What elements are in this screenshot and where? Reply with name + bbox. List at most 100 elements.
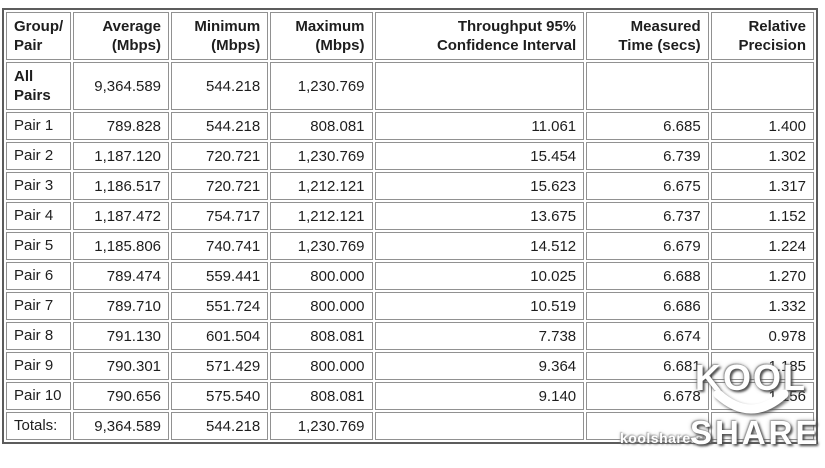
cell-pair-5-relative-precision: 1.224: [710, 232, 814, 260]
cell-pair-8-maximum-mbps: 808.081: [270, 322, 373, 350]
cell-pair-2-relative-precision: 1.302: [710, 142, 814, 170]
cell-pair-10-measured-time-secs: 6.678: [586, 382, 709, 410]
cell-pair-4-average-mbps: 1,187.472: [72, 202, 170, 230]
column-header-minimum-mbps: Minimum (Mbps): [171, 12, 269, 60]
cell-pair-6-measured-time-secs: 6.688: [586, 262, 709, 290]
cell-pair-10-average-mbps: 790.656: [72, 382, 170, 410]
table-row-pair-3: Pair 3 1,186.517 720.721 1,212.121 15.623 6.6…: [6, 172, 814, 200]
cell-pair-2-maximum-mbps: 1,230.769: [270, 142, 373, 170]
cell-pair-9-relative-precision: 1.185: [710, 352, 814, 380]
cell-pair-1-measured-time-secs: 6.685: [586, 112, 709, 140]
cell-pair-2-minimum-mbps: 720.721: [171, 142, 269, 170]
cell-pair-7-average-mbps: 789.710: [72, 292, 170, 320]
cell-pair-5-maximum-mbps: 1,230.769: [270, 232, 373, 260]
cell-pair-4-relative-precision: 1.152: [710, 202, 814, 230]
cell-pair-2-measured-time-secs: 6.739: [586, 142, 709, 170]
column-header-group-pair: Group/ Pair: [6, 12, 71, 60]
cell-all-pairs-average-mbps: 9,364.589: [72, 62, 170, 110]
table-row-pair-8: Pair 8 791.130 601.504 808.081 7.738 6.674 0.9…: [6, 322, 814, 350]
row-label-pair-2: Pair 2: [6, 142, 71, 170]
column-header-relative-precision: Relative Precision: [710, 12, 814, 60]
cell-pair-6-average-mbps: 789.474: [72, 262, 170, 290]
cell-pair-6-minimum-mbps: 559.441: [171, 262, 269, 290]
cell-pair-7-maximum-mbps: 800.000: [270, 292, 373, 320]
row-label-pair-8: Pair 8: [6, 322, 71, 350]
table-row-pair-6: Pair 6 789.474 559.441 800.000 10.025 6.688 1.…: [6, 262, 814, 290]
cell-totals-average-mbps: 9,364.589: [72, 412, 170, 440]
cell-pair-7-relative-precision: 1.332: [710, 292, 814, 320]
row-label-pair-6: Pair 6: [6, 262, 71, 290]
row-label-pair-7: Pair 7: [6, 292, 71, 320]
column-header-throughput-95-confidence-interval: Throughput 95% Confidence Interval: [374, 12, 585, 60]
table-row-pair-7: Pair 7 789.710 551.724 800.000 10.519 6.686 1.…: [6, 292, 814, 320]
cell-totals-minimum-mbps: 544.218: [171, 412, 269, 440]
cell-pair-9-average-mbps: 790.301: [72, 352, 170, 380]
cell-pair-6-maximum-mbps: 800.000: [270, 262, 373, 290]
row-label-pair-5: Pair 5: [6, 232, 71, 260]
cell-pair-1-relative-precision: 1.400: [710, 112, 814, 140]
column-header-average-mbps: Average (Mbps): [72, 12, 170, 60]
cell-all-pairs-minimum-mbps: 544.218: [171, 62, 269, 110]
cell-pair-9-throughput-95-confidence-interval: 9.364: [374, 352, 585, 380]
cell-pair-4-minimum-mbps: 754.717: [171, 202, 269, 230]
cell-pair-2-average-mbps: 1,187.120: [72, 142, 170, 170]
cell-pair-9-measured-time-secs: 6.681: [586, 352, 709, 380]
table-row-pair-1: Pair 1 789.828 544.218 808.081 11.061 6.685 1.…: [6, 112, 814, 140]
cell-pair-5-minimum-mbps: 740.741: [171, 232, 269, 260]
cell-pair-3-average-mbps: 1,186.517: [72, 172, 170, 200]
row-label-totals: Totals:: [6, 412, 71, 440]
throughput-results-table: Group/ Pair Average (Mbps) Minimum (Mbps) M…: [2, 8, 818, 444]
table-row-totals: Totals: 9,364.589 544.218 1,230.769: [6, 412, 814, 440]
cell-all-pairs-measured-time-secs: [586, 62, 709, 110]
cell-pair-4-measured-time-secs: 6.737: [586, 202, 709, 230]
cell-pair-3-throughput-95-confidence-interval: 15.623: [374, 172, 585, 200]
table-row-pair-9: Pair 9 790.301 571.429 800.000 9.364 6.681 1.1…: [6, 352, 814, 380]
cell-pair-10-relative-precision: 1.156: [710, 382, 814, 410]
cell-all-pairs-throughput-95-confidence-interval: [374, 62, 585, 110]
cell-totals-throughput-95-confidence-interval: [374, 412, 585, 440]
cell-pair-4-maximum-mbps: 1,212.121: [270, 202, 373, 230]
cell-pair-8-average-mbps: 791.130: [72, 322, 170, 350]
row-label-all-pairs: All Pairs: [6, 62, 71, 110]
cell-pair-8-throughput-95-confidence-interval: 7.738: [374, 322, 585, 350]
table-row-pair-5: Pair 5 1,185.806 740.741 1,230.769 14.512 6.6…: [6, 232, 814, 260]
cell-pair-4-throughput-95-confidence-interval: 13.675: [374, 202, 585, 230]
cell-pair-3-relative-precision: 1.317: [710, 172, 814, 200]
cell-pair-3-maximum-mbps: 1,212.121: [270, 172, 373, 200]
cell-pair-6-relative-precision: 1.270: [710, 262, 814, 290]
cell-pair-3-minimum-mbps: 720.721: [171, 172, 269, 200]
table-row-all-pairs: All Pairs 9,364.589 544.218 1,230.769: [6, 62, 814, 110]
cell-pair-5-measured-time-secs: 6.679: [586, 232, 709, 260]
cell-pair-8-measured-time-secs: 6.674: [586, 322, 709, 350]
cell-pair-5-throughput-95-confidence-interval: 14.512: [374, 232, 585, 260]
row-label-pair-4: Pair 4: [6, 202, 71, 230]
table-row-pair-10: Pair 10 790.656 575.540 808.081 9.140 6.678 1.…: [6, 382, 814, 410]
row-label-pair-3: Pair 3: [6, 172, 71, 200]
cell-pair-10-maximum-mbps: 808.081: [270, 382, 373, 410]
column-header-measured-time-secs: Measured Time (secs): [586, 12, 709, 60]
cell-pair-7-measured-time-secs: 6.686: [586, 292, 709, 320]
cell-pair-2-throughput-95-confidence-interval: 15.454: [374, 142, 585, 170]
cell-pair-5-average-mbps: 1,185.806: [72, 232, 170, 260]
cell-pair-10-minimum-mbps: 575.540: [171, 382, 269, 410]
row-label-pair-9: Pair 9: [6, 352, 71, 380]
cell-totals-relative-precision: [710, 412, 814, 440]
cell-pair-1-minimum-mbps: 544.218: [171, 112, 269, 140]
cell-totals-measured-time-secs: [586, 412, 709, 440]
cell-pair-10-throughput-95-confidence-interval: 9.140: [374, 382, 585, 410]
cell-pair-1-maximum-mbps: 808.081: [270, 112, 373, 140]
cell-pair-3-measured-time-secs: 6.675: [586, 172, 709, 200]
cell-pair-8-relative-precision: 0.978: [710, 322, 814, 350]
table-row-pair-2: Pair 2 1,187.120 720.721 1,230.769 15.454 6.7…: [6, 142, 814, 170]
cell-all-pairs-relative-precision: [710, 62, 814, 110]
header-row: Group/ Pair Average (Mbps) Minimum (Mbps) M…: [6, 12, 814, 60]
row-label-pair-10: Pair 10: [6, 382, 71, 410]
cell-pair-7-throughput-95-confidence-interval: 10.519: [374, 292, 585, 320]
cell-totals-maximum-mbps: 1,230.769: [270, 412, 373, 440]
cell-pair-7-minimum-mbps: 551.724: [171, 292, 269, 320]
cell-all-pairs-maximum-mbps: 1,230.769: [270, 62, 373, 110]
cell-pair-9-minimum-mbps: 571.429: [171, 352, 269, 380]
column-header-maximum-mbps: Maximum (Mbps): [270, 12, 373, 60]
cell-pair-1-throughput-95-confidence-interval: 11.061: [374, 112, 585, 140]
